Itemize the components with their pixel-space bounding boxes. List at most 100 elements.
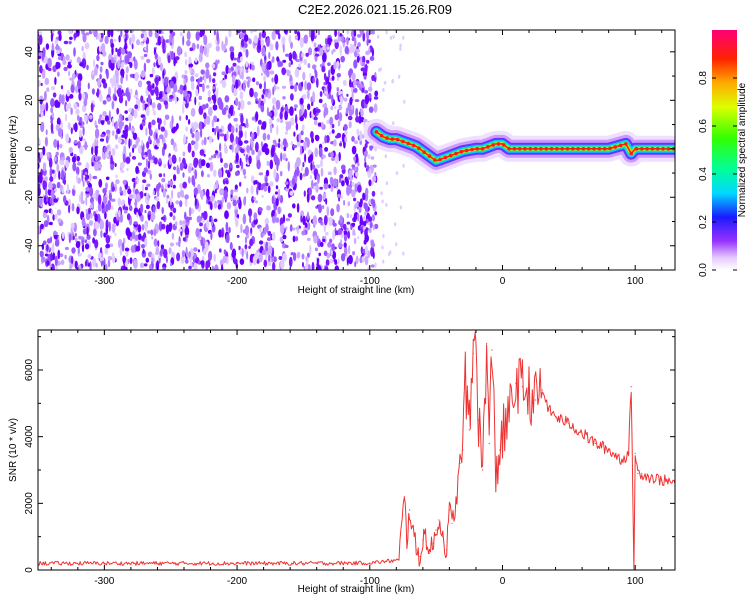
noise-blob [322,193,327,200]
noise-blob [353,59,358,69]
noise-blob [173,174,177,182]
noise-blob [330,186,334,193]
noise-blob [369,56,375,61]
noise-blob [301,81,304,87]
noise-blob [129,236,133,242]
noise-blob [328,93,332,100]
noise-blob [292,235,296,243]
snr-line [38,331,675,570]
noise-blob [62,55,66,65]
noise-blob [284,106,289,112]
snr-point [628,452,630,454]
noise-blob [340,164,346,171]
noise-blob [157,240,160,247]
noise-blob [385,181,388,186]
noise-blob [215,125,219,132]
noise-blob [250,185,254,195]
noise-blob [40,121,45,133]
noise-blob [235,164,240,169]
noise-blob [346,93,349,97]
noise-blob [103,146,107,153]
ridge-peak [624,142,628,146]
noise-blob [41,50,45,61]
noise-blob [351,90,354,100]
noise-blob [116,107,120,115]
noise-blob [152,83,155,89]
noise-blob [257,119,262,125]
noise-blob [295,169,300,175]
noise-blob [111,117,114,128]
noise-blob [266,62,269,71]
noise-blob [353,237,357,245]
noise-blob [275,30,280,35]
noise-blob [68,233,72,244]
snr-point [495,469,497,471]
noise-blob [303,34,309,44]
noise-blob [185,246,188,257]
noise-blob [289,190,294,196]
noise-blob [143,154,147,159]
noise-blob [121,242,125,252]
noise-blob [38,173,43,184]
noise-blob [56,117,61,126]
noise-blob [329,116,334,126]
noise-blob [236,234,240,238]
noise-blob [314,134,320,142]
noise-blob [215,45,220,52]
noise-blob [182,104,185,114]
noise-blob [282,234,287,240]
noise-blob [318,98,323,104]
noise-blob [184,226,190,237]
noise-blob [72,235,75,240]
noise-blob [169,94,174,99]
noise-blob [357,42,361,48]
noise-blob [93,193,96,199]
noise-blob [227,113,231,119]
noise-blob [232,62,237,67]
noise-blob [369,221,373,229]
noise-blob [358,201,363,208]
noise-blob [245,69,249,73]
noise-blob [145,257,150,263]
noise-blob [87,82,90,90]
noise-blob [68,70,71,77]
ridge-peak [443,155,448,160]
noise-blob [162,38,165,50]
noise-blob [142,116,146,121]
noise-blob [140,70,146,78]
noise-blob [255,141,259,153]
ridge-peak [528,147,533,151]
noise-blob [38,55,42,60]
noise-blob [46,87,50,92]
noise-blob [265,90,268,98]
noise-blob [161,178,166,183]
noise-blob [176,46,182,56]
noise-blob [57,128,63,137]
noise-blob [355,107,359,117]
snr-x-axis-label: Height of straight line (km) [298,584,415,595]
noise-blob [309,73,312,78]
noise-blob [366,164,370,171]
noise-blob [356,55,360,63]
spectrogram-frame [37,29,676,271]
noise-blob [107,86,112,97]
noise-blob [265,241,268,248]
snr-point [499,449,501,451]
noise-blob [240,161,244,170]
noise-blob [338,196,341,202]
noise-blob [151,67,155,76]
noise-blob [94,221,100,230]
ridge-peak [433,158,437,162]
noise-blob [364,161,367,168]
noise-blob [171,154,177,163]
noise-blob [303,141,307,151]
noise-blob [150,159,154,164]
noise-blob [97,202,102,212]
noise-blob [166,194,170,199]
noise-blob [315,53,320,57]
noise-blob [100,229,103,239]
noise-blob [316,77,319,88]
noise-blob [359,140,363,145]
x-tick-label: -300 [94,576,114,587]
noise-blob [327,62,331,66]
